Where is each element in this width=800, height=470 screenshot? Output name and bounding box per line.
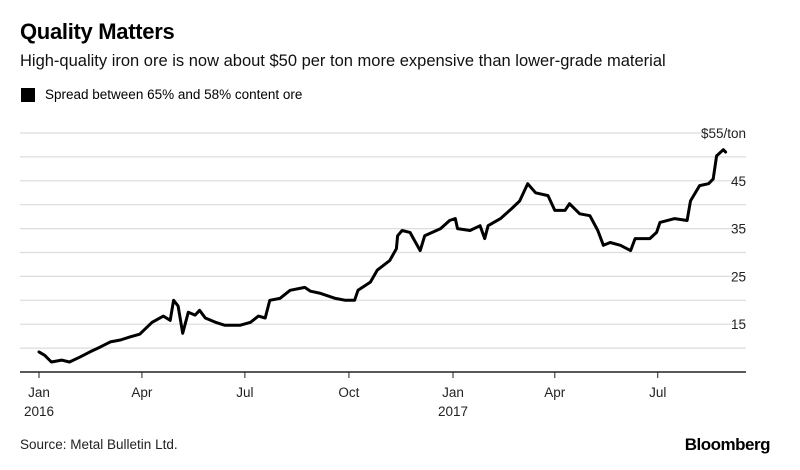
x-tick-label: Apr: [131, 385, 153, 400]
series-line: [37, 148, 728, 364]
x-tick-label: Apr: [544, 385, 566, 400]
legend-swatch: [21, 87, 35, 102]
chart-subtitle: High-quality iron ore is now about $50 p…: [20, 52, 666, 70]
x-tick-year-label: 2017: [438, 404, 468, 419]
source-note: Source: Metal Bulletin Ltd.: [20, 437, 178, 452]
bloomberg-logo: Bloomberg: [684, 435, 771, 454]
gridlines: [20, 132, 746, 349]
x-tick-label: Jul: [649, 385, 666, 400]
x-tick-label: Jan: [28, 385, 50, 400]
legend: Spread between 65% and 58% content ore: [21, 87, 302, 102]
y-tick-label: 15: [731, 317, 746, 332]
x-axis: Jan 2016 Apr Jul Oct Jan 2017 Apr Jul: [20, 371, 746, 419]
series-layer: [37, 148, 728, 364]
y-tick-label: 25: [731, 269, 746, 284]
x-tick-label: Jan: [442, 385, 464, 400]
chart-title: Quality Matters: [20, 19, 175, 44]
y-tick-label: 45: [731, 174, 746, 189]
x-tick-label: Oct: [338, 385, 359, 400]
x-tick-label: Jul: [236, 385, 253, 400]
y-tick-label: $55/ton: [701, 126, 746, 141]
y-axis-labels: $55/ton 45 35 25 15: [701, 126, 746, 332]
x-tick-year-label: 2016: [24, 404, 54, 419]
y-tick-label: 35: [731, 222, 746, 237]
legend-label: Spread between 65% and 58% content ore: [45, 87, 303, 102]
